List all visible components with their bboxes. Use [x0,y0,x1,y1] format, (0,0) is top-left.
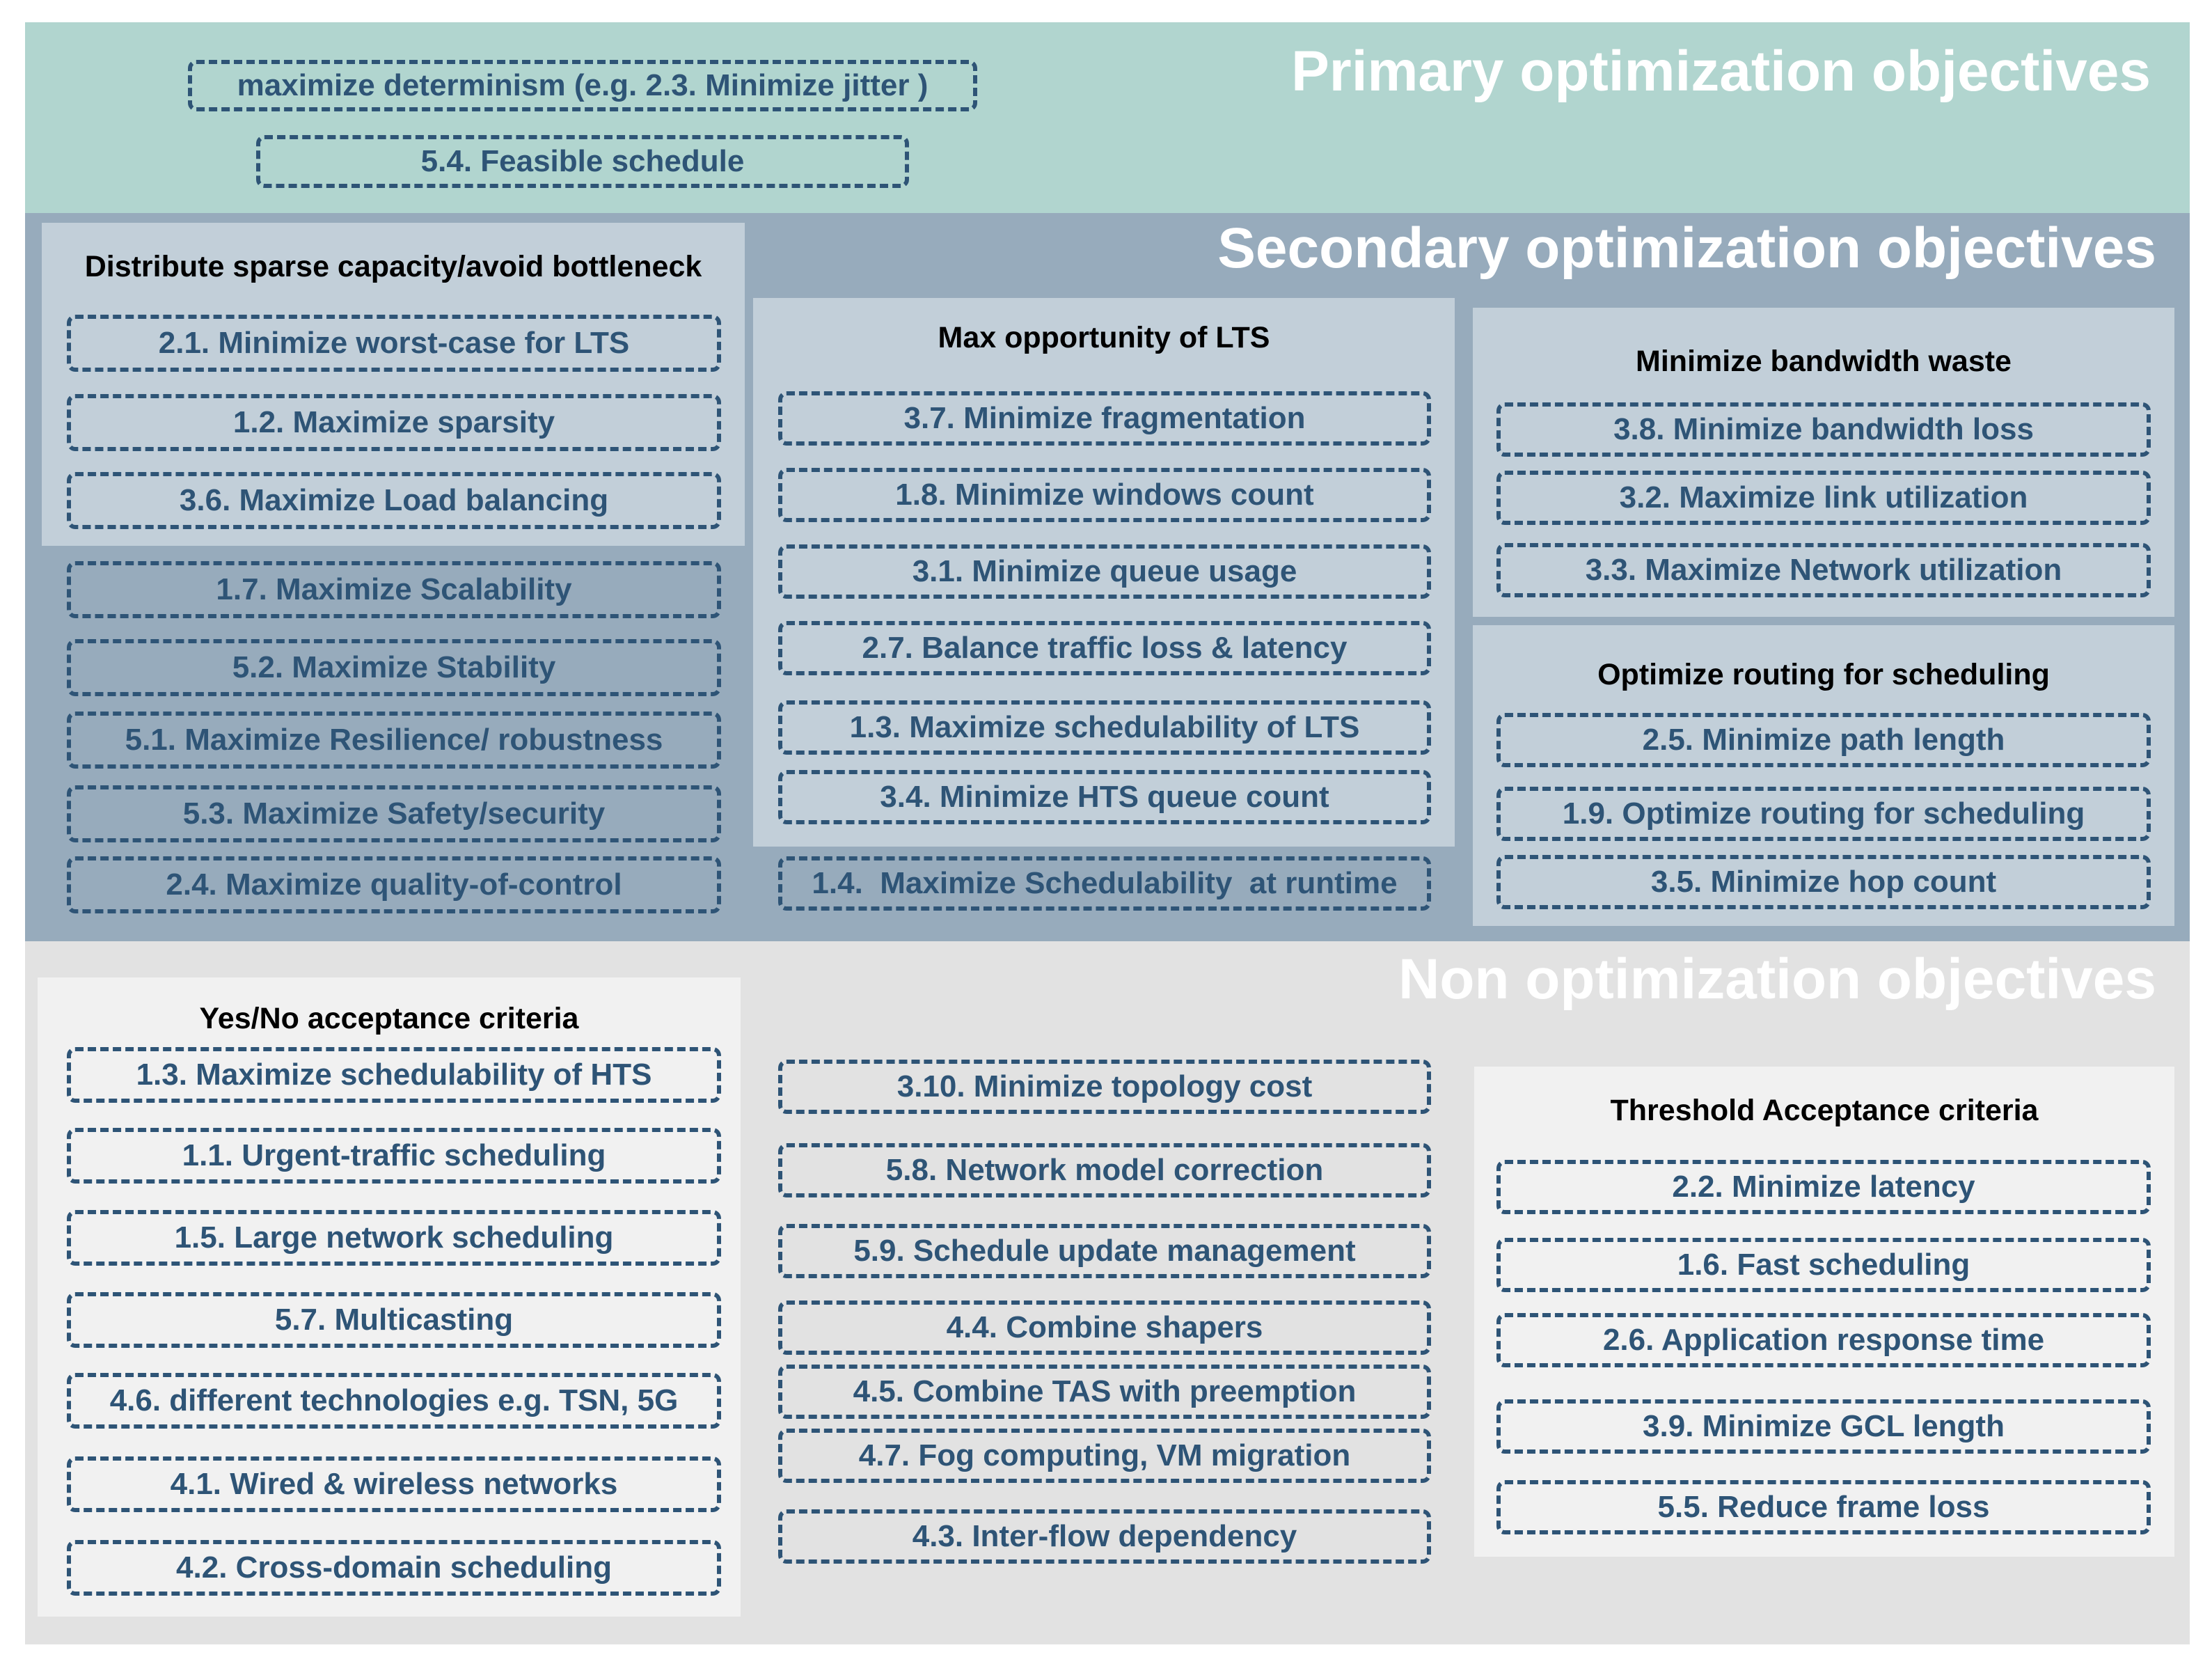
objective-item: 4.1. Wired & wireless networks [67,1456,721,1512]
objective-item: 3.4. Minimize HTS queue count [778,770,1431,824]
objective-item: 1.7. Maximize Scalability [67,561,721,618]
objective-item: 5.9. Schedule update management [778,1224,1431,1278]
objective-item: 2.4. Maximize quality-of-control [67,856,721,913]
group-title: Max opportunity of LTS [938,321,1270,354]
primary-objectives-band [25,22,2190,213]
objective-item: 5.1. Maximize Resilience/ robustness [67,712,721,769]
objective-item: 5.5. Reduce frame loss [1496,1480,2151,1534]
objective-item: 5.8. Network model correction [778,1143,1431,1197]
objective-item: 2.1. Minimize worst-case for LTS [67,315,721,372]
objective-item: 4.7. Fog computing, VM migration [778,1429,1431,1483]
objective-item: 2.6. Application response time [1496,1313,2151,1367]
objective-item: 1.4. Maximize Schedulability at runtime [778,856,1431,911]
group-title: Yes/No acceptance criteria [199,1002,579,1035]
objective-item: 3.3. Maximize Network utilization [1496,543,2151,597]
objective-item: 1.8. Minimize windows count [778,468,1431,522]
objective-item: 5.4. Feasible schedule [256,135,909,188]
group-minimize-bandwidth-waste: Minimize bandwidth waste [1473,308,2174,617]
objective-item: 5.7. Multicasting [67,1292,721,1348]
objective-item: 2.5. Minimize path length [1496,713,2151,767]
objective-item: 5.3. Maximize Safety/security [67,785,721,842]
objective-item: 4.6. different technologies e.g. TSN, 5G [67,1373,721,1429]
objective-item: 4.3. Inter-flow dependency [778,1509,1431,1564]
objective-item: maximize determinism (e.g. 2.3. Minimize… [188,60,977,111]
objective-item: 1.9. Optimize routing for scheduling [1496,787,2151,841]
objective-item: 3.9. Minimize GCL length [1496,1399,2151,1454]
objective-item: 3.8. Minimize bandwidth loss [1496,402,2151,457]
objective-item: 1.6. Fast scheduling [1496,1238,2151,1292]
group-threshold-acceptance: Threshold Acceptance criteria [1474,1067,2174,1557]
objective-item: 3.7. Minimize fragmentation [778,391,1431,446]
objective-item: 1.2. Maximize sparsity [67,394,721,451]
objective-item: 3.1. Minimize queue usage [778,544,1431,599]
objective-item: 2.7. Balance traffic loss & latency [778,621,1431,675]
group-title: Distribute sparse capacity/avoid bottlen… [84,250,702,283]
group-title: Minimize bandwidth waste [1636,345,2012,378]
objective-item: 4.2. Cross-domain scheduling [67,1540,721,1596]
primary-objectives-title: Primary optimization objectives [1291,40,2151,103]
objective-item: 2.2. Minimize latency [1496,1160,2151,1214]
objective-item: 4.4. Combine shapers [778,1300,1431,1355]
objective-item: 5.2. Maximize Stability [67,639,721,696]
group-title: Threshold Acceptance criteria [1610,1094,2039,1127]
non-optimization-title: Non optimization objectives [1398,948,2156,1011]
objective-item: 1.3. Maximize schedulability of LTS [778,700,1431,755]
group-title: Optimize routing for scheduling [1597,658,2050,691]
objective-item: 3.10. Minimize topology cost [778,1060,1431,1114]
objective-item: 1.3. Maximize schedulability of HTS [67,1047,721,1103]
objective-item: 3.2. Maximize link utilization [1496,471,2151,525]
objective-item: 1.1. Urgent-traffic scheduling [67,1128,721,1184]
objective-item: 4.5. Combine TAS with preemption [778,1365,1431,1419]
objective-item: 3.6. Maximize Load balancing [67,472,721,529]
objective-item: 3.5. Minimize hop count [1496,855,2151,909]
group-max-opportunity-lts: Max opportunity of LTS [753,298,1455,847]
group-distribute-sparse-capacity: Distribute sparse capacity/avoid bottlen… [42,223,745,546]
group-optimize-routing: Optimize routing for scheduling [1473,625,2174,926]
objective-item: 1.5. Large network scheduling [67,1210,721,1266]
secondary-objectives-title: Secondary optimization objectives [1217,217,2156,280]
